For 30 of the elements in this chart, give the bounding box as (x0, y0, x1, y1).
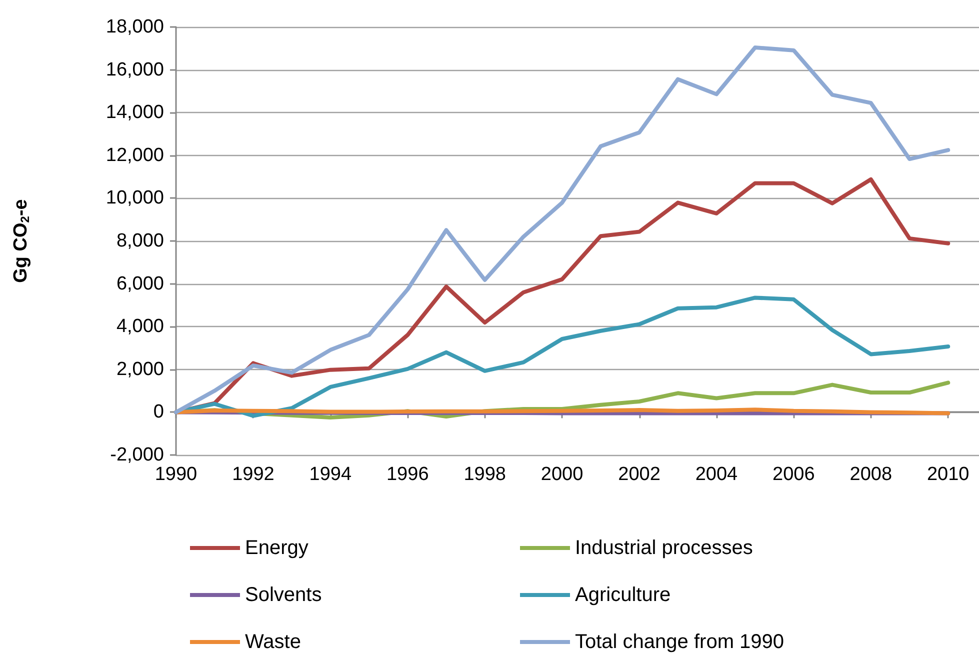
x-tick-label: 1990 (154, 464, 198, 485)
y-tick-label: 4,000 (116, 316, 164, 338)
legend-label: Total change from 1990 (575, 631, 784, 653)
y-tick-label: 10,000 (106, 188, 164, 209)
x-tick-label: 2000 (540, 464, 584, 485)
y-tick-label: 8,000 (116, 230, 164, 252)
y-axis-title: Gg CO2-e (10, 199, 32, 283)
y-tick-label: 12,000 (106, 144, 164, 166)
x-tick-label: 1992 (232, 464, 274, 485)
legend-label: Solvents (245, 584, 322, 606)
y-tick-label: 0 (153, 402, 164, 423)
x-tick-label: 2002 (618, 464, 660, 485)
legend-label: Waste (245, 631, 301, 653)
x-tick-label: 1996 (386, 464, 429, 485)
legend-label: Industrial processes (575, 537, 753, 559)
x-tick-label: 2004 (695, 464, 738, 485)
legend-label: Energy (245, 537, 308, 559)
x-tick-label: 2008 (850, 464, 892, 485)
line-series (174, 46, 950, 414)
x-tick-label: 1994 (309, 464, 352, 485)
x-tick-label: 2006 (772, 464, 815, 485)
x-tick-label: 2010 (926, 464, 970, 485)
y-tick-label: 14,000 (106, 102, 164, 124)
y-tick-label: 6,000 (116, 273, 164, 294)
y-tick-label: -2,000 (110, 444, 164, 466)
x-tick-label: 1998 (464, 464, 506, 485)
legend-label: Agriculture (575, 584, 671, 606)
y-tick-label: 16,000 (106, 59, 164, 80)
y-tick-label: 2,000 (116, 358, 164, 380)
y-tick-label: 18,000 (106, 16, 164, 38)
